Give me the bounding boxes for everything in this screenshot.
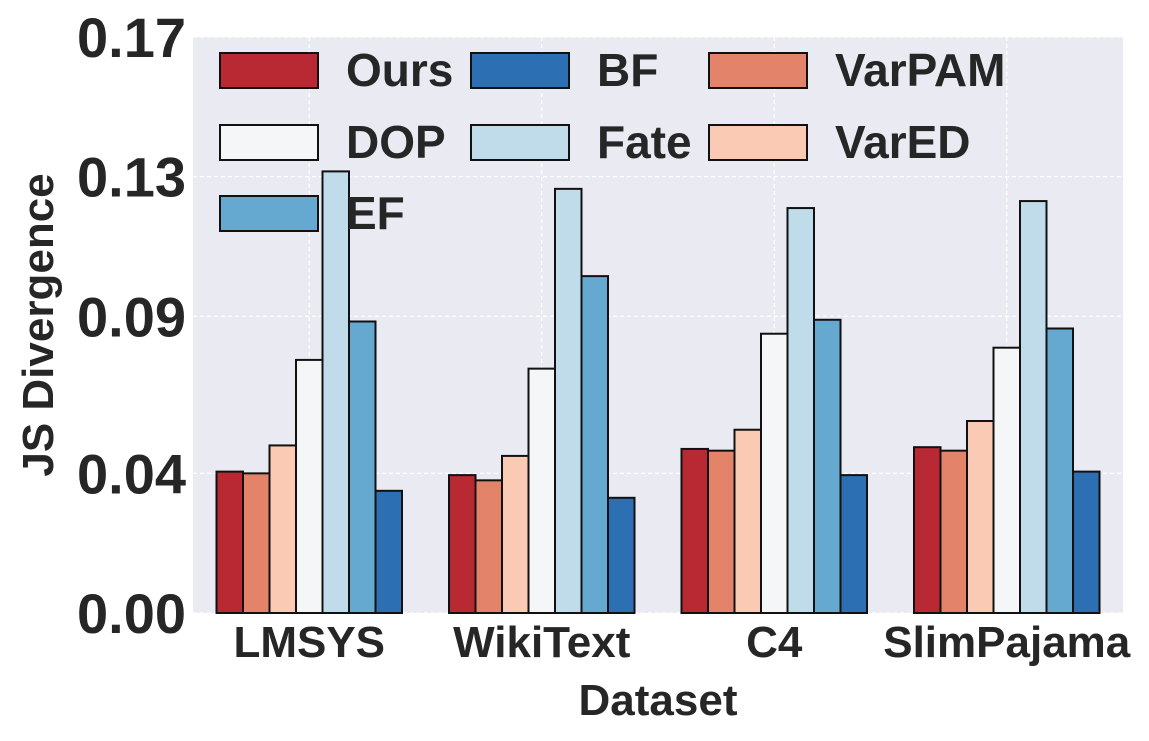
bar-fate-slimpajama bbox=[1019, 200, 1048, 614]
legend-label-fate: Fate bbox=[597, 116, 692, 168]
bar-bf-lmsys bbox=[374, 489, 403, 614]
bar-ours-c4 bbox=[680, 447, 709, 614]
bar-varpam-wikitext bbox=[474, 479, 503, 614]
bar-bf-slimpajama bbox=[1072, 470, 1101, 615]
bar-ours-wikitext bbox=[448, 474, 477, 615]
legend-label-dop: DOP bbox=[346, 116, 446, 168]
x-tick-label: LMSYS bbox=[233, 618, 385, 667]
bar-ef-c4 bbox=[813, 318, 842, 614]
x-axis-title: Dataset bbox=[579, 676, 738, 725]
x-tick-labels: LMSYS WikiText C4 SlimPajama bbox=[233, 618, 1130, 667]
y-tick-label: 0.13 bbox=[77, 146, 186, 209]
legend-label-vared: VarED bbox=[835, 116, 971, 168]
bar-ef-slimpajama bbox=[1045, 327, 1074, 614]
bar-varpam-lmsys bbox=[242, 472, 271, 615]
legend-swatch-vared bbox=[708, 124, 808, 161]
bars bbox=[215, 170, 1101, 615]
x-tick-label: C4 bbox=[746, 618, 803, 667]
legend-label-bf: BF bbox=[597, 44, 658, 96]
y-axis-title: JS Divergence bbox=[14, 173, 63, 476]
bar-dop-c4 bbox=[760, 332, 789, 614]
legend-swatch-ef bbox=[219, 195, 319, 232]
bar-bf-wikitext bbox=[607, 496, 636, 614]
bar-ef-lmsys bbox=[348, 320, 377, 614]
bar-vared-c4 bbox=[733, 428, 762, 614]
bar-ours-lmsys bbox=[215, 470, 244, 615]
bar-varpam-c4 bbox=[707, 449, 736, 614]
y-tick-label: 0.04 bbox=[77, 442, 186, 505]
bar-varpam-slimpajama bbox=[939, 449, 968, 614]
bar-vared-slimpajama bbox=[966, 420, 995, 614]
legend-swatch-ours bbox=[219, 52, 319, 89]
x-tick-label: WikiText bbox=[453, 618, 631, 667]
bar-fate-c4 bbox=[786, 207, 815, 615]
legend-label-ours: Ours bbox=[346, 44, 453, 96]
bar-ef-wikitext bbox=[580, 275, 609, 614]
legend-label-varpam: VarPAM bbox=[835, 44, 1005, 96]
legend-swatch-varpam bbox=[708, 52, 808, 89]
bar-ours-slimpajama bbox=[913, 446, 942, 614]
y-tick-label: 0.09 bbox=[77, 285, 186, 348]
legend-swatch-bf bbox=[470, 52, 570, 89]
y-tick-labels: 0.00 0.04 0.09 0.13 0.17 bbox=[77, 6, 186, 645]
bar-vared-lmsys bbox=[268, 444, 297, 614]
y-tick-label: 0.17 bbox=[77, 6, 186, 69]
y-tick-label: 0.00 bbox=[77, 582, 186, 645]
bar-dop-wikitext bbox=[527, 367, 556, 614]
bar-fate-wikitext bbox=[554, 187, 583, 614]
x-tick-label: SlimPajama bbox=[883, 618, 1131, 667]
legend: Ours BF VarPAM DOP Fate VarED EF bbox=[219, 44, 1005, 239]
bar-dop-slimpajama bbox=[992, 346, 1021, 614]
legend-swatch-dop bbox=[219, 124, 319, 161]
bar-fate-lmsys bbox=[321, 170, 350, 614]
bar-dop-lmsys bbox=[295, 358, 324, 614]
bar-vared-wikitext bbox=[501, 454, 530, 614]
legend-label-ef: EF bbox=[346, 187, 405, 239]
legend-swatch-fate bbox=[470, 124, 570, 161]
bar-bf-c4 bbox=[839, 474, 868, 615]
